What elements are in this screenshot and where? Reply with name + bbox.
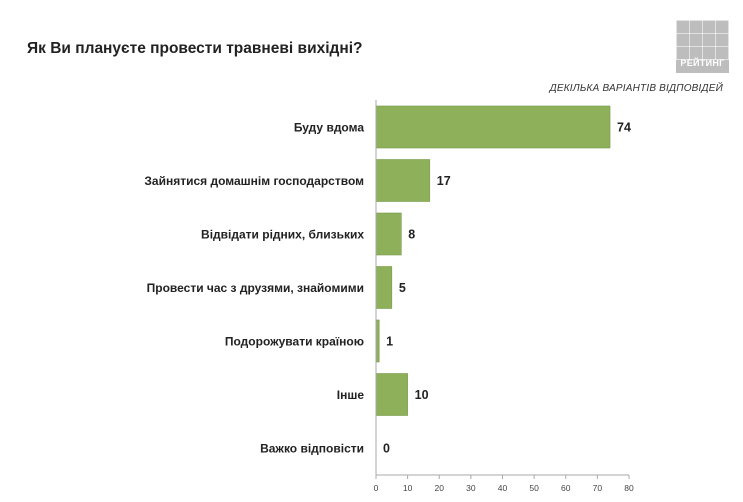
- bar: [375, 105, 611, 149]
- category-label: Подорожувати країною: [225, 335, 364, 349]
- data-label: 1: [386, 335, 393, 349]
- x-tick-label: 80: [624, 483, 634, 493]
- category-label: Інше: [337, 388, 365, 402]
- category-label: Буду вдома: [294, 121, 364, 135]
- x-tick-label: 60: [561, 483, 571, 493]
- chart-title: Як Ви плануєте провести травневі вихідні…: [27, 40, 363, 57]
- category-label: Важко відповісти: [260, 442, 364, 456]
- x-tick-label: 50: [529, 483, 539, 493]
- category-label: Відвідати рідних, близьких: [201, 228, 364, 242]
- bar: [375, 373, 408, 416]
- category-label: Провести час з друзями, знайомими: [147, 281, 364, 295]
- x-tick-label: 40: [498, 483, 508, 493]
- data-label: 74: [617, 121, 631, 135]
- data-label: 17: [437, 174, 451, 188]
- x-tick-label: 10: [403, 483, 413, 493]
- bar: [375, 266, 393, 309]
- bar: [375, 159, 431, 202]
- x-tick-label: 20: [435, 483, 445, 493]
- rating-logo: РЕЙТИНГ: [676, 20, 729, 73]
- category-label: Зайнятися домашнім господарством: [144, 174, 364, 188]
- logo-text: РЕЙТИНГ: [680, 58, 725, 68]
- chart-subtitle: ДЕКІЛЬКА ВАРІАНТІВ ВІДПОВІДЕЙ: [549, 83, 723, 94]
- data-label: 5: [399, 281, 406, 295]
- x-tick-label: 70: [593, 483, 603, 493]
- x-tick-label: 0: [374, 483, 379, 493]
- bar: [375, 212, 402, 256]
- data-label: 8: [408, 228, 415, 242]
- data-label: 10: [415, 388, 429, 402]
- x-tick-label: 30: [466, 483, 476, 493]
- logo-grid-pattern: [676, 20, 729, 60]
- data-label: 0: [383, 442, 390, 456]
